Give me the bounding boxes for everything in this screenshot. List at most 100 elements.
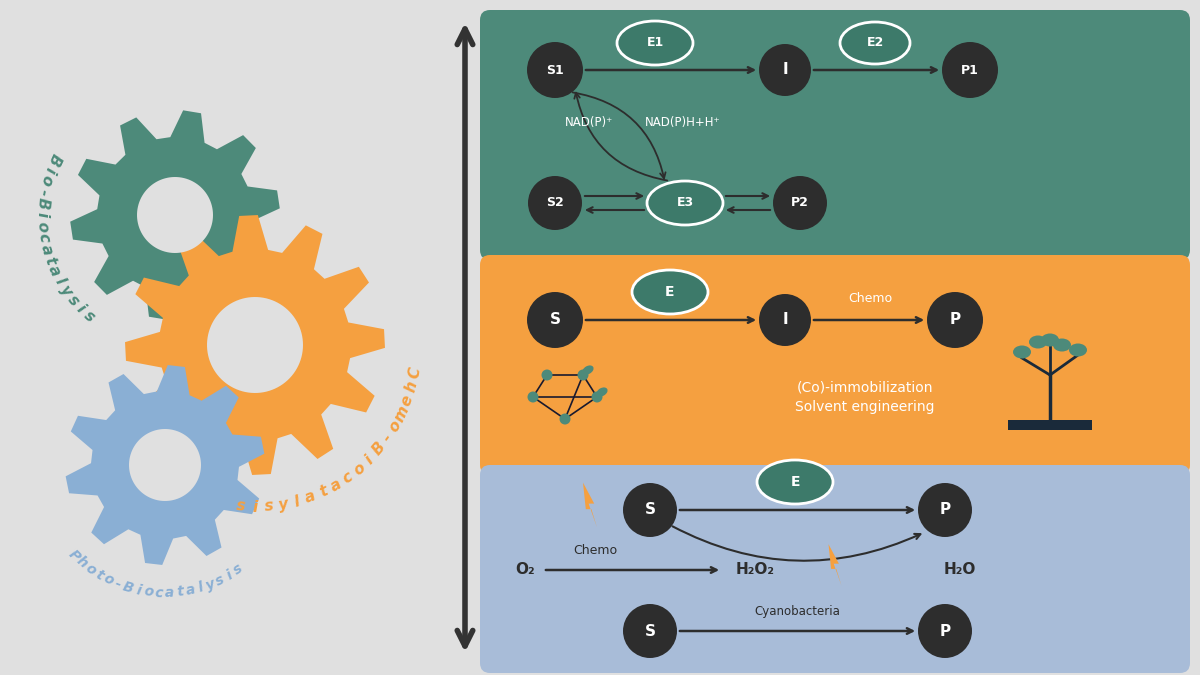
Ellipse shape (1042, 333, 1060, 346)
Text: a: a (164, 586, 174, 600)
Text: o: o (83, 561, 98, 578)
FancyBboxPatch shape (480, 255, 1190, 475)
Text: B: B (121, 579, 136, 596)
Text: -: - (113, 576, 124, 592)
Text: o: o (101, 572, 116, 588)
Text: a: a (304, 489, 318, 506)
Text: a: a (46, 263, 64, 279)
Text: P1: P1 (961, 63, 979, 76)
Text: I: I (782, 63, 788, 78)
Polygon shape (828, 544, 841, 586)
Text: y: y (277, 496, 289, 513)
Ellipse shape (840, 22, 910, 64)
Text: -: - (36, 188, 52, 196)
Text: B: B (35, 197, 50, 210)
Ellipse shape (632, 270, 708, 314)
Circle shape (928, 292, 983, 348)
Text: i: i (42, 165, 58, 175)
Circle shape (773, 176, 827, 230)
Text: t: t (92, 567, 106, 583)
Text: Cyanobacteria: Cyanobacteria (755, 605, 840, 618)
Text: o: o (386, 418, 404, 434)
Text: I: I (782, 313, 788, 327)
Ellipse shape (1030, 335, 1046, 348)
Circle shape (528, 176, 582, 230)
Text: y: y (58, 283, 76, 300)
Text: s: s (82, 308, 98, 325)
Text: P: P (949, 313, 960, 327)
Text: l: l (52, 275, 67, 288)
Text: s: s (214, 572, 227, 589)
Text: c: c (155, 586, 163, 600)
Text: a: a (38, 242, 55, 256)
Text: NAD(P)H+H⁺: NAD(P)H+H⁺ (646, 115, 721, 128)
Text: h: h (403, 380, 420, 394)
Text: a: a (185, 583, 197, 598)
Polygon shape (137, 177, 214, 253)
Circle shape (559, 414, 570, 425)
Ellipse shape (582, 365, 594, 375)
Polygon shape (125, 215, 385, 475)
Text: E2: E2 (866, 36, 883, 49)
Text: m: m (391, 403, 412, 424)
Text: s: s (235, 499, 246, 514)
Text: O₂: O₂ (515, 562, 535, 578)
Circle shape (527, 42, 583, 98)
Text: E1: E1 (647, 36, 664, 49)
Ellipse shape (1054, 338, 1072, 352)
Text: o: o (35, 221, 50, 232)
Text: a: a (328, 477, 344, 494)
Text: t: t (176, 585, 184, 599)
Circle shape (942, 42, 998, 98)
Polygon shape (208, 297, 302, 393)
Text: l: l (293, 493, 301, 510)
Text: E3: E3 (677, 196, 694, 209)
Circle shape (592, 392, 602, 402)
Text: -: - (379, 431, 396, 445)
Text: s: s (264, 499, 275, 514)
FancyBboxPatch shape (480, 465, 1190, 673)
Ellipse shape (596, 387, 607, 397)
Text: P: P (940, 624, 950, 639)
Ellipse shape (1069, 344, 1087, 356)
Text: i: i (73, 302, 88, 316)
Circle shape (918, 483, 972, 537)
Text: o: o (350, 460, 368, 478)
Circle shape (623, 483, 677, 537)
Text: i: i (362, 452, 377, 466)
Text: P: P (940, 502, 950, 518)
Text: E: E (665, 285, 674, 299)
Text: P: P (66, 547, 83, 564)
Ellipse shape (757, 460, 833, 504)
Text: Chemo: Chemo (848, 292, 892, 304)
FancyBboxPatch shape (480, 10, 1190, 260)
Text: B: B (370, 440, 389, 458)
Circle shape (528, 392, 539, 402)
Bar (1008, 420, 1092, 430)
Circle shape (918, 604, 972, 658)
Text: i: i (224, 568, 235, 583)
Text: i: i (134, 583, 142, 597)
Text: P2: P2 (791, 196, 809, 209)
Text: Chemo: Chemo (572, 543, 617, 556)
Polygon shape (66, 365, 264, 565)
Text: H₂O₂: H₂O₂ (736, 562, 774, 578)
Text: s: s (65, 292, 82, 308)
Polygon shape (130, 429, 200, 501)
Text: t: t (317, 483, 330, 500)
Text: S2: S2 (546, 196, 564, 209)
Text: s: s (232, 562, 246, 578)
Text: e: e (398, 393, 416, 408)
Circle shape (760, 44, 811, 96)
Text: i: i (252, 500, 258, 514)
Text: H₂O: H₂O (944, 562, 976, 578)
Text: c: c (340, 469, 356, 487)
Circle shape (527, 292, 583, 348)
Circle shape (760, 294, 811, 346)
Text: NAD(P)⁺: NAD(P)⁺ (565, 115, 613, 128)
Text: i: i (35, 213, 49, 217)
Circle shape (541, 369, 552, 381)
Text: B: B (46, 151, 64, 167)
Text: S1: S1 (546, 63, 564, 76)
Polygon shape (71, 110, 280, 320)
